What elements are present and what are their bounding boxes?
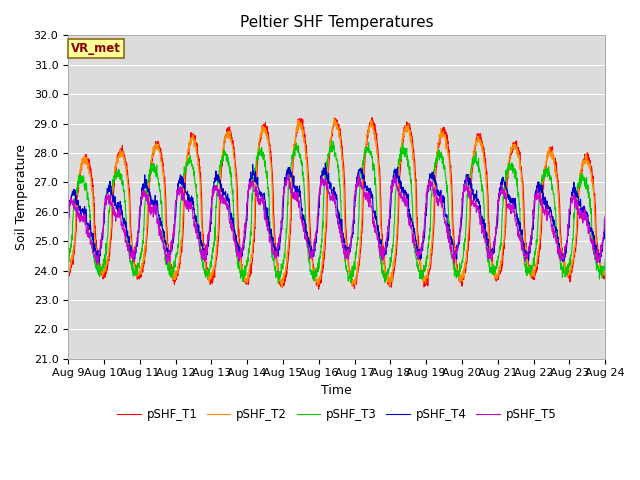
pSHF_T2 <box>214 230 221 236</box>
pSHF_T5 <box>554 243 562 249</box>
pSHF_T4 <box>321 160 329 166</box>
pSHF_T3 <box>353 250 360 255</box>
pSHF_T3 <box>493 258 501 264</box>
pSHF_T1 <box>368 115 376 120</box>
pSHF_T5 <box>353 180 360 186</box>
pSHF_T4 <box>353 187 360 192</box>
pSHF_T2 <box>278 285 286 290</box>
pSHF_T5 <box>214 193 222 199</box>
pSHF_T2 <box>493 276 501 282</box>
pSHF_T3 <box>569 237 577 243</box>
pSHF_T3 <box>554 241 562 247</box>
pSHF_T1 <box>364 134 372 140</box>
pSHF_T4 <box>493 226 500 231</box>
pSHF_T5 <box>493 213 501 218</box>
pSHF_T4 <box>569 185 577 191</box>
pSHF_T4 <box>364 186 372 192</box>
pSHF_T3 <box>328 137 335 143</box>
pSHF_T2 <box>64 271 72 277</box>
pSHF_T1 <box>602 276 609 281</box>
pSHF_T4 <box>64 223 72 229</box>
pSHF_T3 <box>64 258 72 264</box>
pSHF_T1 <box>353 275 360 280</box>
pSHF_T4 <box>596 260 604 265</box>
pSHF_T4 <box>554 236 562 241</box>
pSHF_T5 <box>64 215 72 221</box>
pSHF_T2 <box>353 271 360 276</box>
pSHF_T1 <box>64 268 72 274</box>
pSHF_T3 <box>214 180 221 185</box>
pSHF_T3 <box>275 280 282 286</box>
Text: VR_met: VR_met <box>71 42 121 55</box>
pSHF_T3 <box>602 256 609 262</box>
pSHF_T2 <box>554 192 562 198</box>
pSHF_T1 <box>315 287 323 292</box>
pSHF_T5 <box>602 214 609 219</box>
pSHF_T2 <box>602 269 609 275</box>
pSHF_T5 <box>93 262 101 267</box>
Line: pSHF_T2: pSHF_T2 <box>68 118 605 288</box>
Line: pSHF_T3: pSHF_T3 <box>68 140 605 283</box>
Title: Peltier SHF Temperatures: Peltier SHF Temperatures <box>240 15 433 30</box>
Line: pSHF_T4: pSHF_T4 <box>68 163 605 263</box>
X-axis label: Time: Time <box>321 384 352 397</box>
pSHF_T3 <box>364 145 372 151</box>
Line: pSHF_T1: pSHF_T1 <box>68 118 605 289</box>
pSHF_T4 <box>214 175 221 180</box>
pSHF_T1 <box>214 243 221 249</box>
Line: pSHF_T5: pSHF_T5 <box>68 175 605 264</box>
pSHF_T2 <box>364 131 372 137</box>
pSHF_T2 <box>569 258 577 264</box>
pSHF_T4 <box>602 221 609 227</box>
pSHF_T5 <box>569 197 577 203</box>
Legend: pSHF_T1, pSHF_T2, pSHF_T3, pSHF_T4, pSHF_T5: pSHF_T1, pSHF_T2, pSHF_T3, pSHF_T4, pSHF… <box>112 403 561 426</box>
pSHF_T5 <box>364 199 372 205</box>
Y-axis label: Soil Temperature: Soil Temperature <box>15 144 28 250</box>
pSHF_T5 <box>284 172 292 178</box>
pSHF_T1 <box>569 261 577 266</box>
pSHF_T2 <box>330 115 338 120</box>
pSHF_T1 <box>554 178 562 184</box>
pSHF_T1 <box>493 277 501 283</box>
